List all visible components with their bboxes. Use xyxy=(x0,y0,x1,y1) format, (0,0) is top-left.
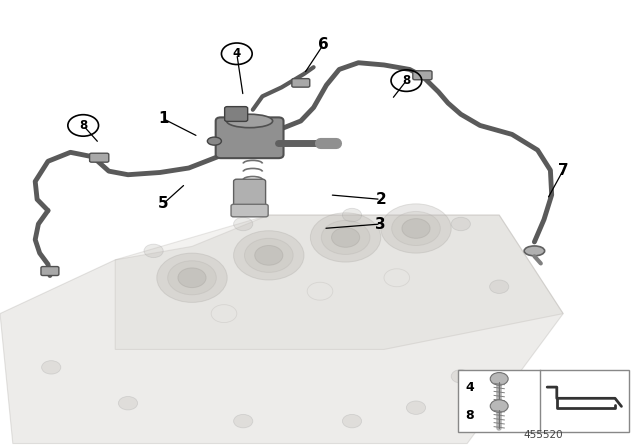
Circle shape xyxy=(244,238,293,272)
FancyBboxPatch shape xyxy=(41,267,59,276)
Text: 5: 5 xyxy=(158,196,168,211)
Circle shape xyxy=(332,228,360,247)
Bar xyxy=(458,370,629,432)
FancyBboxPatch shape xyxy=(90,153,109,162)
Circle shape xyxy=(342,414,362,428)
Circle shape xyxy=(406,401,426,414)
Text: 2: 2 xyxy=(376,192,386,207)
Circle shape xyxy=(490,400,508,412)
Circle shape xyxy=(392,211,440,246)
Text: 8: 8 xyxy=(403,74,410,87)
Text: 1: 1 xyxy=(158,111,168,126)
Text: 7: 7 xyxy=(558,163,568,178)
Circle shape xyxy=(234,217,253,231)
Circle shape xyxy=(451,370,470,383)
Circle shape xyxy=(255,246,283,265)
FancyBboxPatch shape xyxy=(216,117,284,158)
Ellipse shape xyxy=(524,246,545,256)
Circle shape xyxy=(490,280,509,293)
FancyBboxPatch shape xyxy=(413,71,432,80)
Ellipse shape xyxy=(207,137,221,145)
Circle shape xyxy=(321,220,370,254)
Circle shape xyxy=(234,414,253,428)
Circle shape xyxy=(178,268,206,288)
Circle shape xyxy=(118,396,138,410)
Circle shape xyxy=(144,244,163,258)
Text: 6: 6 xyxy=(318,37,328,52)
Circle shape xyxy=(490,373,508,385)
Circle shape xyxy=(157,253,227,302)
Ellipse shape xyxy=(227,114,273,128)
Circle shape xyxy=(168,261,216,295)
Circle shape xyxy=(42,361,61,374)
Text: 4: 4 xyxy=(233,47,241,60)
Circle shape xyxy=(234,231,304,280)
FancyBboxPatch shape xyxy=(231,204,268,217)
Text: 4: 4 xyxy=(465,381,474,394)
Circle shape xyxy=(310,213,381,262)
Text: 455520: 455520 xyxy=(524,430,563,440)
Circle shape xyxy=(451,217,470,231)
Text: 8: 8 xyxy=(465,409,474,422)
FancyBboxPatch shape xyxy=(292,79,310,87)
Circle shape xyxy=(402,219,430,238)
Circle shape xyxy=(381,204,451,253)
Circle shape xyxy=(342,208,362,222)
Text: 8: 8 xyxy=(79,119,87,132)
Text: 3: 3 xyxy=(376,216,386,232)
FancyBboxPatch shape xyxy=(234,179,266,213)
Polygon shape xyxy=(115,215,563,349)
FancyBboxPatch shape xyxy=(225,107,248,121)
Polygon shape xyxy=(0,215,563,444)
